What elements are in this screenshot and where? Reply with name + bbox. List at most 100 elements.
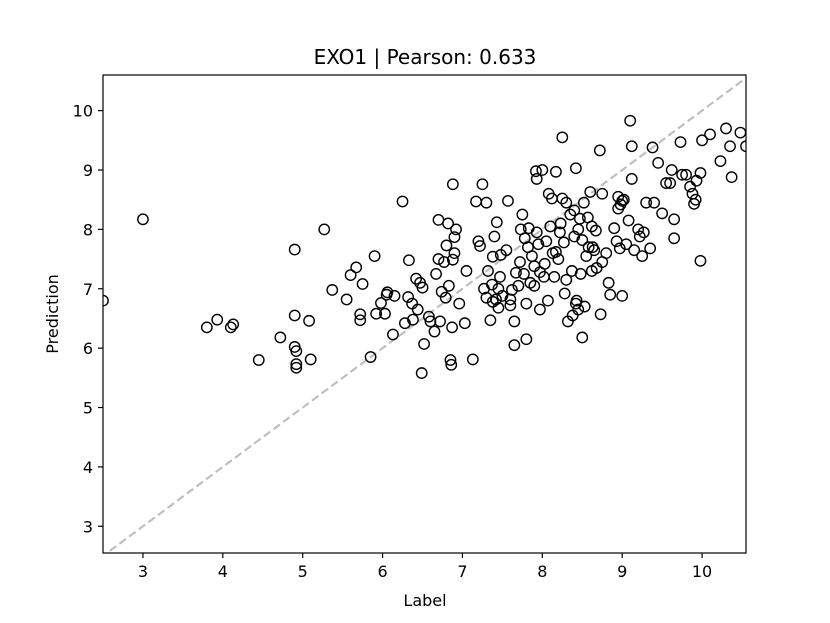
data-point	[680, 168, 692, 181]
data-point	[290, 358, 303, 371]
data-point	[564, 208, 577, 221]
data-point	[508, 339, 521, 352]
chart-title: EXO1 | Pearson: 0.633	[314, 45, 537, 69]
data-point	[553, 226, 566, 239]
data-point	[540, 235, 553, 248]
data-point	[560, 196, 573, 209]
data-point	[444, 354, 457, 366]
data-point	[608, 222, 621, 235]
data-point	[684, 180, 696, 193]
data-point	[714, 155, 727, 167]
data-point	[403, 254, 415, 267]
y-tick-label: 8	[83, 220, 93, 239]
data-point	[570, 294, 583, 307]
data-point	[549, 165, 562, 178]
data-point	[354, 314, 367, 327]
data-point	[453, 297, 466, 310]
data-point	[640, 196, 653, 209]
data-point	[460, 265, 473, 277]
data-point	[200, 321, 213, 334]
data-point	[500, 244, 513, 257]
data-point	[582, 241, 595, 254]
data-point	[344, 269, 357, 282]
data-point	[574, 268, 587, 280]
data-point	[552, 253, 565, 265]
data-point	[620, 238, 633, 251]
data-point	[616, 194, 629, 207]
data-point	[724, 140, 736, 153]
data-point	[446, 253, 459, 266]
data-point	[137, 213, 149, 226]
data-point	[530, 165, 542, 178]
data-point	[472, 235, 485, 248]
data-point	[572, 303, 585, 316]
data-point	[532, 238, 545, 251]
data-point	[415, 367, 428, 379]
data-point	[594, 308, 607, 321]
data-point	[428, 325, 441, 338]
data-point	[602, 276, 615, 289]
data-point	[664, 177, 677, 189]
data-point	[252, 354, 265, 366]
data-point	[411, 303, 424, 316]
data-point	[520, 333, 533, 346]
data-point	[646, 141, 659, 154]
x-tick-label: 7	[457, 562, 467, 581]
data-point	[588, 244, 601, 257]
x-tick-label: 4	[218, 562, 228, 581]
data-point	[514, 256, 526, 268]
x-axis: 3 4 5 6 7 8 9 10	[138, 553, 712, 581]
y-tick-label: 10	[73, 102, 93, 121]
data-point	[557, 236, 570, 249]
data-point	[396, 195, 409, 208]
data-point	[288, 243, 301, 256]
data-point	[430, 268, 442, 280]
data-point	[696, 134, 708, 147]
data-point	[304, 353, 317, 366]
data-point	[573, 212, 586, 225]
data-point	[486, 278, 498, 291]
data-point	[387, 328, 399, 341]
data-point	[648, 196, 661, 209]
data-point	[356, 278, 369, 290]
data-point	[569, 162, 582, 175]
data-point	[593, 144, 606, 157]
data-point	[665, 164, 678, 176]
data-point	[440, 239, 453, 252]
data-point	[506, 284, 518, 296]
data-point	[488, 230, 501, 243]
data-point	[424, 315, 437, 328]
data-point	[402, 291, 415, 303]
data-point	[486, 250, 499, 263]
data-point	[370, 307, 383, 320]
data-point	[656, 207, 669, 220]
x-tick-label: 5	[298, 562, 308, 581]
data-point	[528, 279, 541, 292]
x-axis-label: Label	[403, 591, 446, 610]
data-point	[576, 331, 589, 344]
data-point	[576, 234, 589, 246]
reference-line	[105, 76, 746, 553]
y-tick-label: 3	[83, 517, 93, 536]
data-point	[632, 223, 645, 236]
data-point	[432, 253, 445, 265]
data-point	[542, 294, 554, 307]
data-point	[689, 193, 702, 206]
data-point	[416, 281, 429, 294]
data-point	[510, 266, 522, 279]
data-point	[379, 307, 391, 320]
data-point	[442, 279, 455, 292]
y-tick-label: 6	[83, 339, 93, 358]
data-point	[625, 140, 638, 153]
data-point	[326, 284, 339, 296]
data-point	[381, 286, 394, 299]
data-point	[458, 317, 471, 330]
data-point	[589, 224, 602, 237]
data-point	[538, 257, 551, 270]
data-point	[474, 240, 486, 252]
data-point	[694, 167, 707, 179]
data-point	[625, 173, 638, 185]
data-point	[227, 318, 240, 331]
data-point	[622, 214, 635, 227]
data-point	[466, 353, 479, 366]
